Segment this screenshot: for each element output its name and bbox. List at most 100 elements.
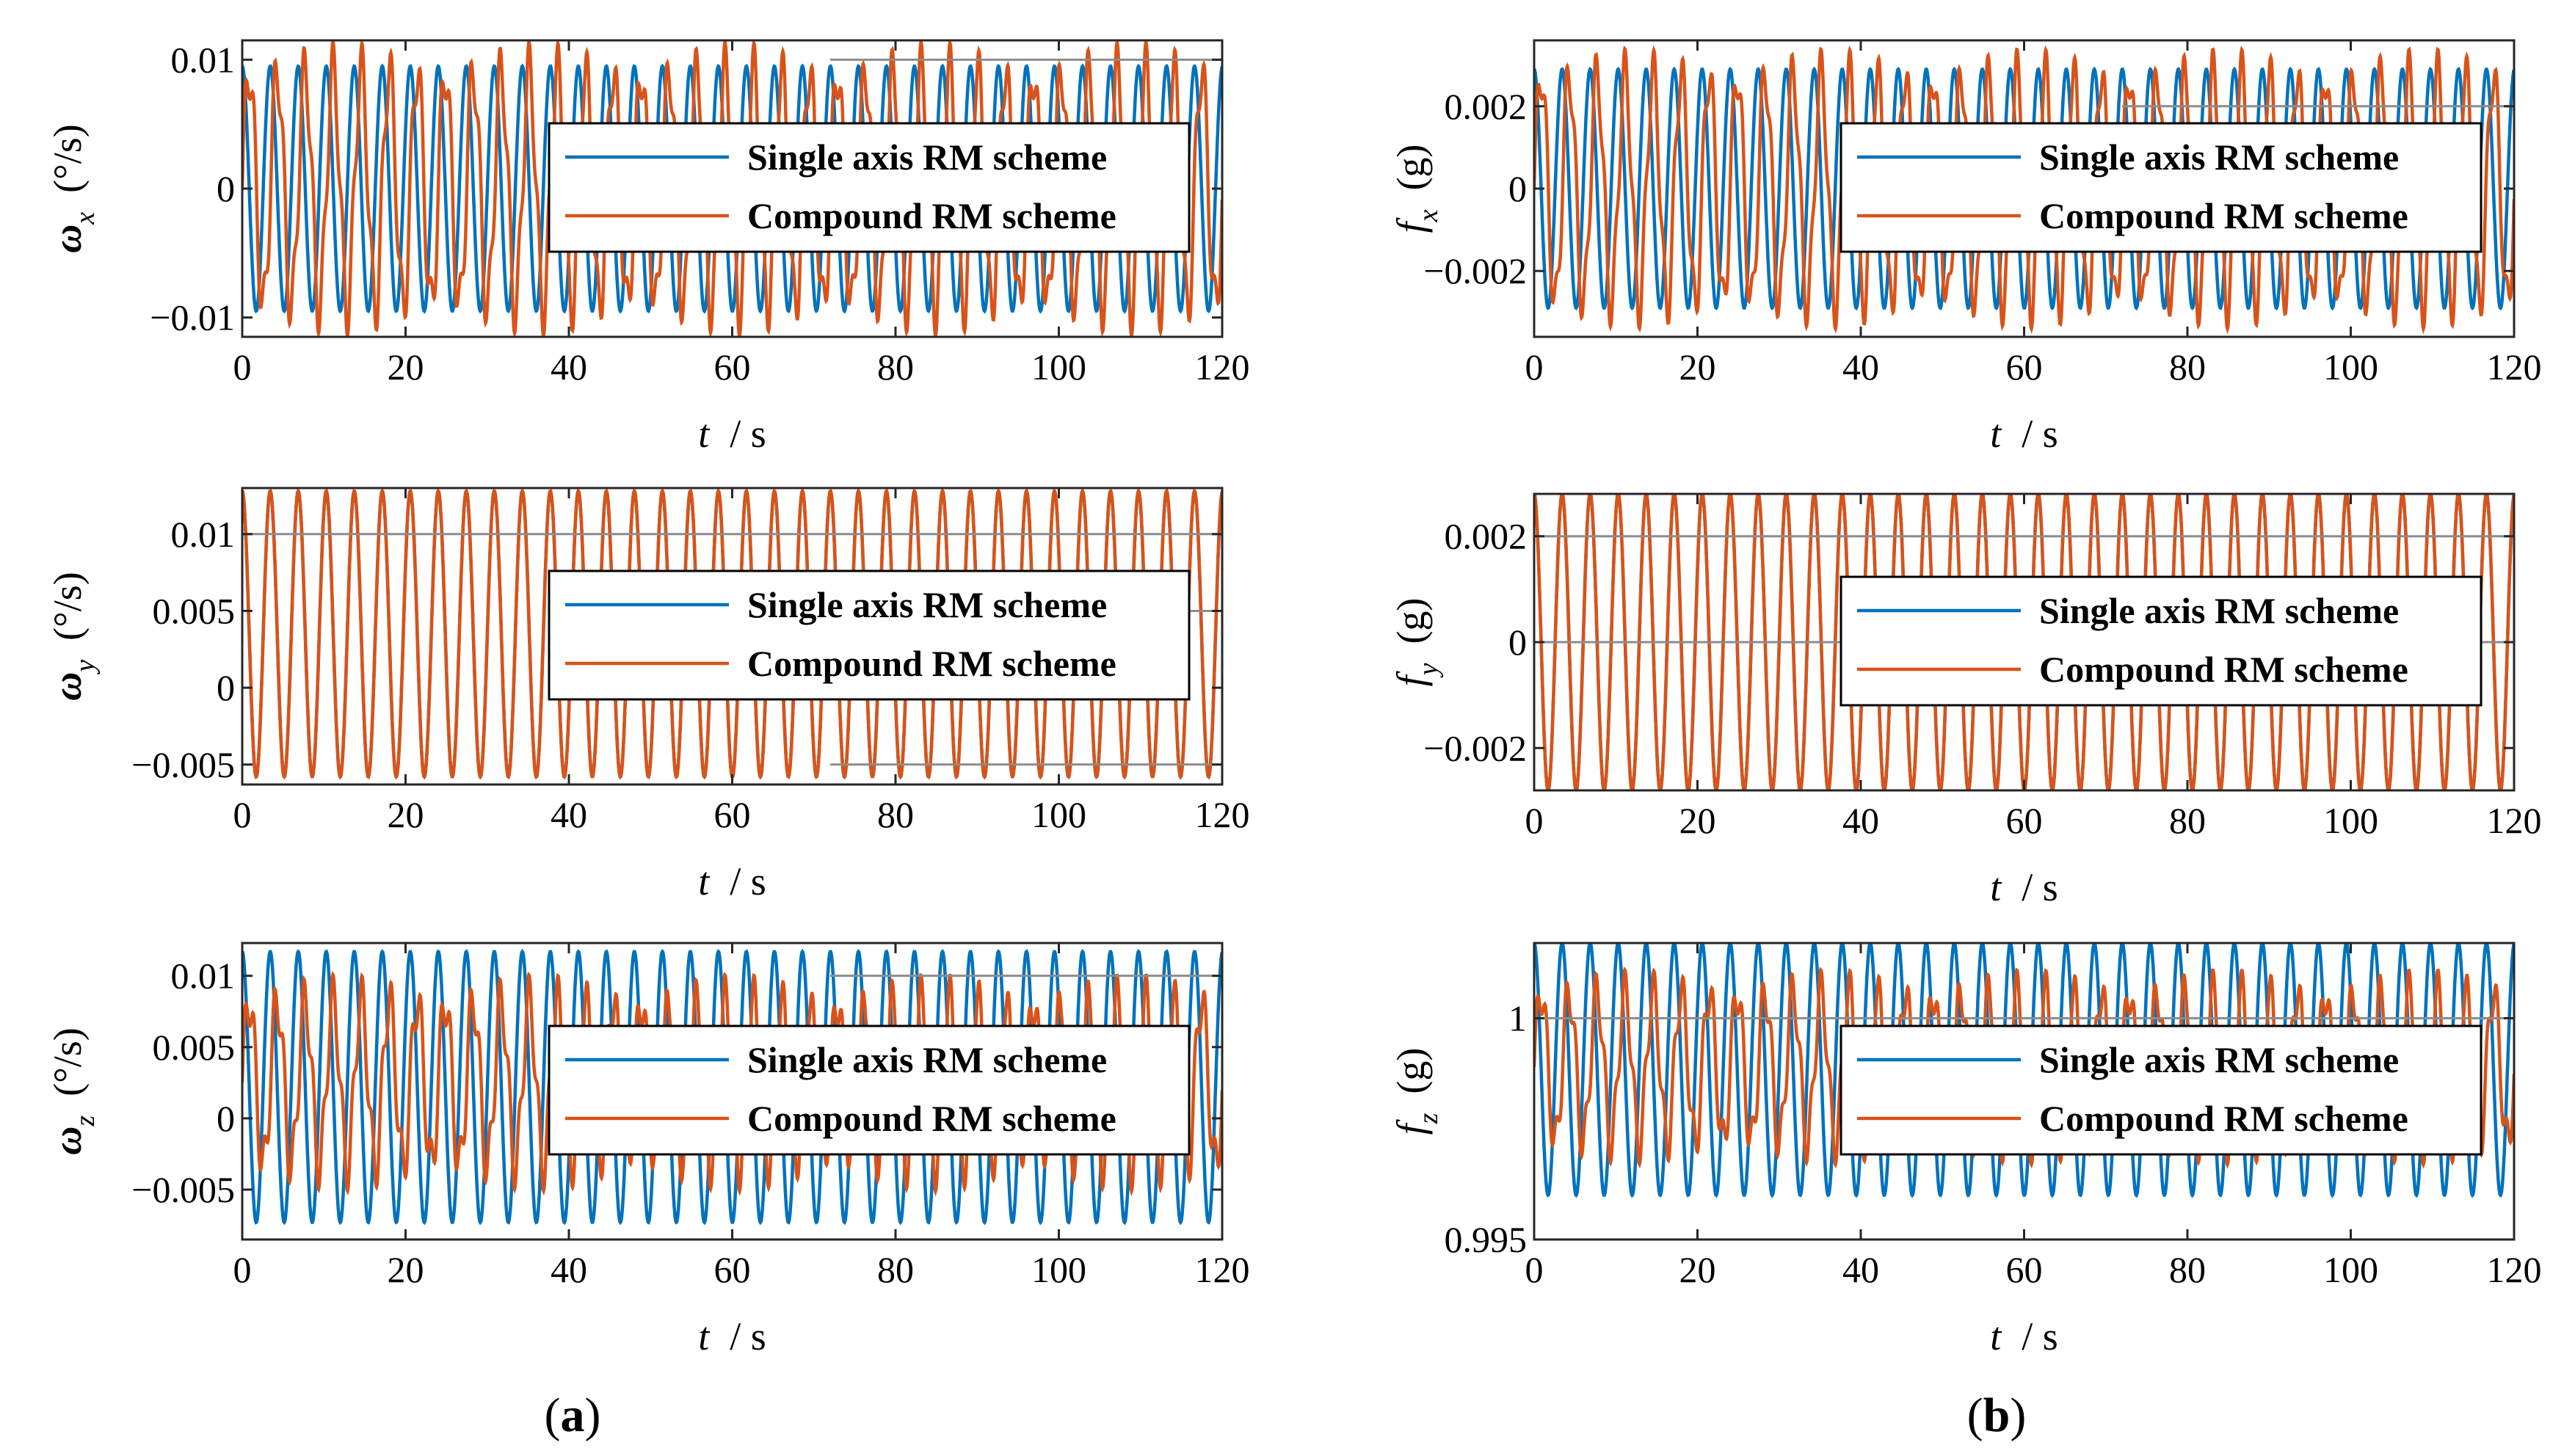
x-tick-label-wy-100: 100: [1031, 794, 1086, 835]
x-tick-label-wy-80: 80: [877, 794, 914, 835]
y-axis-label-fz: fz(g): [1389, 1048, 1444, 1135]
x-tick-label-wz-20: 20: [388, 1249, 424, 1290]
legend-label-wy-0: Single axis RM scheme: [747, 584, 1107, 625]
panel-label-a-letter: a: [561, 1388, 585, 1442]
x-axis-label-wy: t / s: [698, 859, 766, 903]
y-tick-label-wz-0.01: 0.01: [171, 956, 236, 997]
legend-box-fx: [1839, 122, 2483, 253]
y-axis-label-fx: fx(g): [1389, 145, 1444, 233]
y-axis-label-unit-wy: (°/s): [46, 572, 90, 641]
legend-label-wz-0: Single axis RM scheme: [747, 1039, 1107, 1080]
x-axis-label-fy: t / s: [1990, 865, 2058, 909]
legend-label-fy-0: Single axis RM scheme: [2039, 590, 2399, 631]
y-axis-label-unit-fx: (g): [1389, 145, 1433, 191]
series-line-fx-single-axis: [1534, 66, 2514, 311]
y-axis-label-wy: ωy (°/s): [46, 572, 101, 701]
x-tick-label-fz-80: 80: [2169, 1249, 2206, 1290]
y-axis-label-sub-wx: x: [70, 212, 101, 225]
x-tick-label-wz-40: 40: [551, 1249, 587, 1290]
y-axis-label-unit-fz: (g): [1389, 1048, 1433, 1094]
x-tick-label-wy-20: 20: [388, 794, 424, 835]
x-axis-label-symbol-wz: t: [698, 1314, 711, 1358]
x-tick-label-wx-100: 100: [1031, 346, 1086, 387]
x-axis-label-fz: t / s: [1990, 1314, 2058, 1358]
y-axis-label-symbol-wy: ω: [46, 672, 90, 701]
x-tick-label-fy-120: 120: [2487, 800, 2542, 841]
legend-wz: Single axis RM scheme Compound RM scheme: [548, 1024, 1191, 1156]
x-tick-label-fy-0: 0: [1525, 800, 1544, 841]
x-axis-label-symbol-wx: t: [698, 412, 711, 456]
legend-label-fz-0: Single axis RM scheme: [2039, 1039, 2399, 1080]
x-tick-label-wx-60: 60: [714, 346, 751, 387]
x-tick-label-wz-60: 60: [714, 1249, 751, 1290]
x-axis-label-fx: t / s: [1990, 412, 2058, 456]
y-tick-label-fy-0: 0: [1508, 622, 1527, 663]
y-axis-label-sub-wz: z: [70, 1115, 101, 1127]
y-tick-label-fx-0.002: 0.002: [1445, 86, 1528, 127]
x-tick-label-fx-100: 100: [2323, 346, 2378, 387]
legend-fx: Single axis RM scheme Compound RM scheme: [1839, 122, 2483, 253]
y-tick-label-wx-0: 0: [217, 168, 235, 209]
chart-wx: 0 20 40 60 80 100 120 −0.01 0 0.01 t / s ωx (°/s) Sing…: [46, 39, 1250, 456]
y-axis-label-sub-wy: y: [70, 660, 101, 675]
legend-label-wx-1: Compound RM scheme: [747, 195, 1116, 236]
panel-label-b: (b): [1967, 1388, 2027, 1442]
x-tick-label-fz-0: 0: [1525, 1249, 1544, 1290]
x-tick-label-wx-40: 40: [551, 346, 587, 387]
y-tick-label-wz-0.005: 0.005: [153, 1027, 236, 1068]
y-axis-label-unit-wx: (°/s): [46, 124, 90, 193]
y-axis-label-wx: ωx (°/s): [46, 124, 101, 253]
x-tick-label-fz-120: 120: [2487, 1249, 2542, 1290]
x-axis-label-symbol-fx: t: [1990, 412, 2002, 456]
x-tick-label-wz-0: 0: [233, 1249, 252, 1290]
y-tick-label-wy-0: 0: [217, 667, 235, 708]
panel-label-a: (a): [545, 1388, 601, 1442]
legend-box-wz: [548, 1024, 1191, 1156]
legend-fy: Single axis RM scheme Compound RM scheme: [1839, 575, 2483, 707]
legend-label-wy-1: Compound RM scheme: [747, 643, 1116, 684]
legend-label-wz-1: Compound RM scheme: [747, 1098, 1116, 1139]
x-tick-label-fx-20: 20: [1679, 346, 1716, 387]
x-tick-label-fz-60: 60: [2006, 1249, 2043, 1290]
x-axis-label-unit-fz: / s: [2022, 1314, 2058, 1358]
y-axis-label-sub-fy: y: [1413, 663, 1444, 678]
x-tick-label-fx-60: 60: [2006, 346, 2043, 387]
x-axis-label-unit-fy: / s: [2022, 865, 2058, 909]
y-tick-label-wy-0.005: 0.005: [153, 590, 236, 631]
x-tick-label-fz-100: 100: [2323, 1249, 2378, 1290]
x-tick-label-wz-120: 120: [1195, 1249, 1250, 1290]
x-axis-label-unit-wy: / s: [730, 859, 766, 903]
legend-box-fy: [1839, 575, 2483, 707]
x-tick-label-wy-60: 60: [714, 794, 751, 835]
legend-label-fy-1: Compound RM scheme: [2039, 649, 2408, 690]
x-axis-label-unit-fx: / s: [2022, 412, 2058, 456]
x-axis-label-symbol-fz: t: [1990, 1314, 2002, 1358]
x-tick-label-wz-100: 100: [1031, 1249, 1086, 1290]
legend-box-fz: [1839, 1024, 2483, 1156]
legend-label-wx-0: Single axis RM scheme: [747, 136, 1107, 178]
x-tick-label-wy-120: 120: [1195, 794, 1250, 835]
x-tick-label-wy-40: 40: [551, 794, 587, 835]
x-tick-label-fx-0: 0: [1525, 346, 1544, 387]
legend-box-wx: [548, 122, 1191, 253]
y-tick-label-wz--0.005: −0.005: [131, 1169, 235, 1210]
x-tick-label-wx-80: 80: [877, 346, 914, 387]
legend-wx: Single axis RM scheme Compound RM scheme: [548, 122, 1191, 253]
legend-label-fx-0: Single axis RM scheme: [2039, 136, 2399, 178]
y-axis-label-sub-fz: z: [1413, 1113, 1444, 1124]
x-axis-label-wz: t / s: [698, 1314, 766, 1358]
x-tick-label-fy-20: 20: [1679, 800, 1716, 841]
y-axis-label-unit-fy: (g): [1389, 598, 1433, 644]
x-tick-label-wx-120: 120: [1195, 346, 1250, 387]
legend-box-wy: [548, 569, 1191, 701]
y-tick-label-fz-1: 1: [1508, 998, 1527, 1039]
y-tick-label-wx--0.01: −0.01: [150, 297, 235, 338]
legend-label-fz-1: Compound RM scheme: [2039, 1098, 2408, 1139]
y-tick-label-wy-0.01: 0.01: [171, 514, 236, 555]
x-tick-label-fz-40: 40: [1842, 1249, 1879, 1290]
x-axis-label-symbol-fy: t: [1990, 865, 2002, 909]
